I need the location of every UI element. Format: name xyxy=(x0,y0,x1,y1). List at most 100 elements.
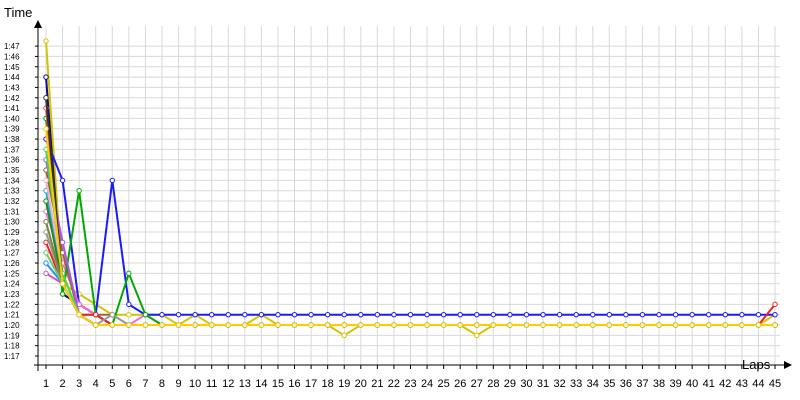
data-point xyxy=(341,322,347,328)
y-axis-arrow xyxy=(34,20,42,28)
data-point xyxy=(706,322,712,328)
data-point xyxy=(706,311,712,318)
y-tick-label: 1:34 xyxy=(4,176,20,185)
data-point xyxy=(291,322,298,328)
y-tick-label: 1:30 xyxy=(4,218,20,227)
x-tick-label: 12 xyxy=(222,378,234,390)
data-point xyxy=(474,322,480,328)
data-point xyxy=(159,322,165,328)
data-point xyxy=(639,311,646,318)
data-point xyxy=(407,322,414,328)
data-point xyxy=(43,198,49,204)
x-tick-label: 9 xyxy=(175,378,181,390)
y-tick-label: 1:44 xyxy=(4,73,20,82)
data-point xyxy=(507,322,513,328)
data-point xyxy=(109,177,115,184)
data-point xyxy=(192,322,198,328)
data-point xyxy=(391,322,397,328)
data-point xyxy=(341,311,347,318)
data-point xyxy=(639,322,646,328)
data-point xyxy=(623,311,629,318)
x-tick-label: 35 xyxy=(603,378,615,390)
x-tick-label: 34 xyxy=(587,378,599,390)
data-point xyxy=(739,322,745,328)
x-tick-label: 32 xyxy=(553,378,565,390)
axes xyxy=(34,20,792,371)
grid xyxy=(38,26,780,365)
y-tick-label: 1:27 xyxy=(4,249,20,258)
x-tick-label: 36 xyxy=(620,378,632,390)
y-tick-label: 1:26 xyxy=(4,259,20,268)
x-tick-label: 7 xyxy=(142,378,148,390)
data-point xyxy=(391,311,397,318)
x-tick-label: 43 xyxy=(736,378,748,390)
x-tick-label: 38 xyxy=(653,378,665,390)
x-tick-label: 22 xyxy=(388,378,400,390)
data-point xyxy=(109,311,115,318)
data-point xyxy=(76,311,82,318)
data-point xyxy=(142,311,149,318)
data-point xyxy=(457,322,463,328)
x-tick-label: 41 xyxy=(703,378,715,390)
data-point xyxy=(374,322,381,328)
y-tick-label: 1:36 xyxy=(4,156,20,165)
data-point xyxy=(407,311,414,318)
x-tick-label: 19 xyxy=(338,378,350,390)
data-point xyxy=(573,322,579,328)
x-tick-label: 28 xyxy=(487,378,499,390)
data-point xyxy=(606,322,613,328)
y-tick-label: 1:24 xyxy=(4,280,20,289)
data-point xyxy=(242,311,248,318)
data-point xyxy=(556,311,563,318)
data-point xyxy=(59,177,66,184)
x-tick-label: 40 xyxy=(686,378,698,390)
x-tick-labels: 1 2 3 4 5 6 7 8 9 10 11 12 13 14 15 16 17 18 19 20 21 22 23 24 2… xyxy=(43,365,781,390)
x-tick-label: 25 xyxy=(438,378,450,390)
data-point xyxy=(258,311,265,318)
data-point xyxy=(523,322,530,328)
y-tick-label: 1:29 xyxy=(4,228,20,237)
x-tick-label: 4 xyxy=(93,378,99,390)
y-tick-label: 1:17 xyxy=(4,352,20,361)
data-point xyxy=(175,322,182,328)
x-tick-label: 2 xyxy=(60,378,66,390)
data-point xyxy=(772,311,778,318)
data-point xyxy=(43,260,49,266)
data-point xyxy=(490,322,497,328)
y-tick-label: 1:47 xyxy=(4,42,20,51)
y-tick-label: 1:22 xyxy=(4,300,20,309)
data-point xyxy=(126,322,132,328)
x-tick-label: 30 xyxy=(520,378,532,390)
y-tick-label: 1:40 xyxy=(4,114,20,123)
x-tick-label: 11 xyxy=(206,378,217,390)
y-axis-title: Time xyxy=(4,5,32,20)
data-point xyxy=(225,322,231,328)
x-tick-label: 23 xyxy=(404,378,416,390)
data-point xyxy=(225,311,231,318)
data-point xyxy=(126,270,132,277)
data-point xyxy=(440,322,447,328)
data-point xyxy=(291,311,298,318)
data-point xyxy=(490,311,497,318)
data-point xyxy=(308,311,314,318)
data-point xyxy=(324,311,331,318)
x-tick-label: 10 xyxy=(189,378,201,390)
data-point xyxy=(43,126,49,132)
x-tick-label: 39 xyxy=(669,378,681,390)
data-point xyxy=(59,280,66,287)
x-tick-label: 45 xyxy=(769,378,781,390)
x-tick-label: 16 xyxy=(288,378,300,390)
data-point xyxy=(208,311,215,318)
x-tick-label: 6 xyxy=(126,378,132,390)
y-tick-label: 1:18 xyxy=(4,342,20,351)
data-point xyxy=(43,95,49,101)
data-point xyxy=(159,311,165,318)
data-point xyxy=(275,322,281,328)
y-tick-label: 1:20 xyxy=(4,321,20,330)
data-point xyxy=(308,322,314,328)
x-tick-label: 27 xyxy=(471,378,483,390)
data-point xyxy=(192,311,198,318)
data-point xyxy=(772,301,778,308)
x-tick-label: 3 xyxy=(76,378,82,390)
